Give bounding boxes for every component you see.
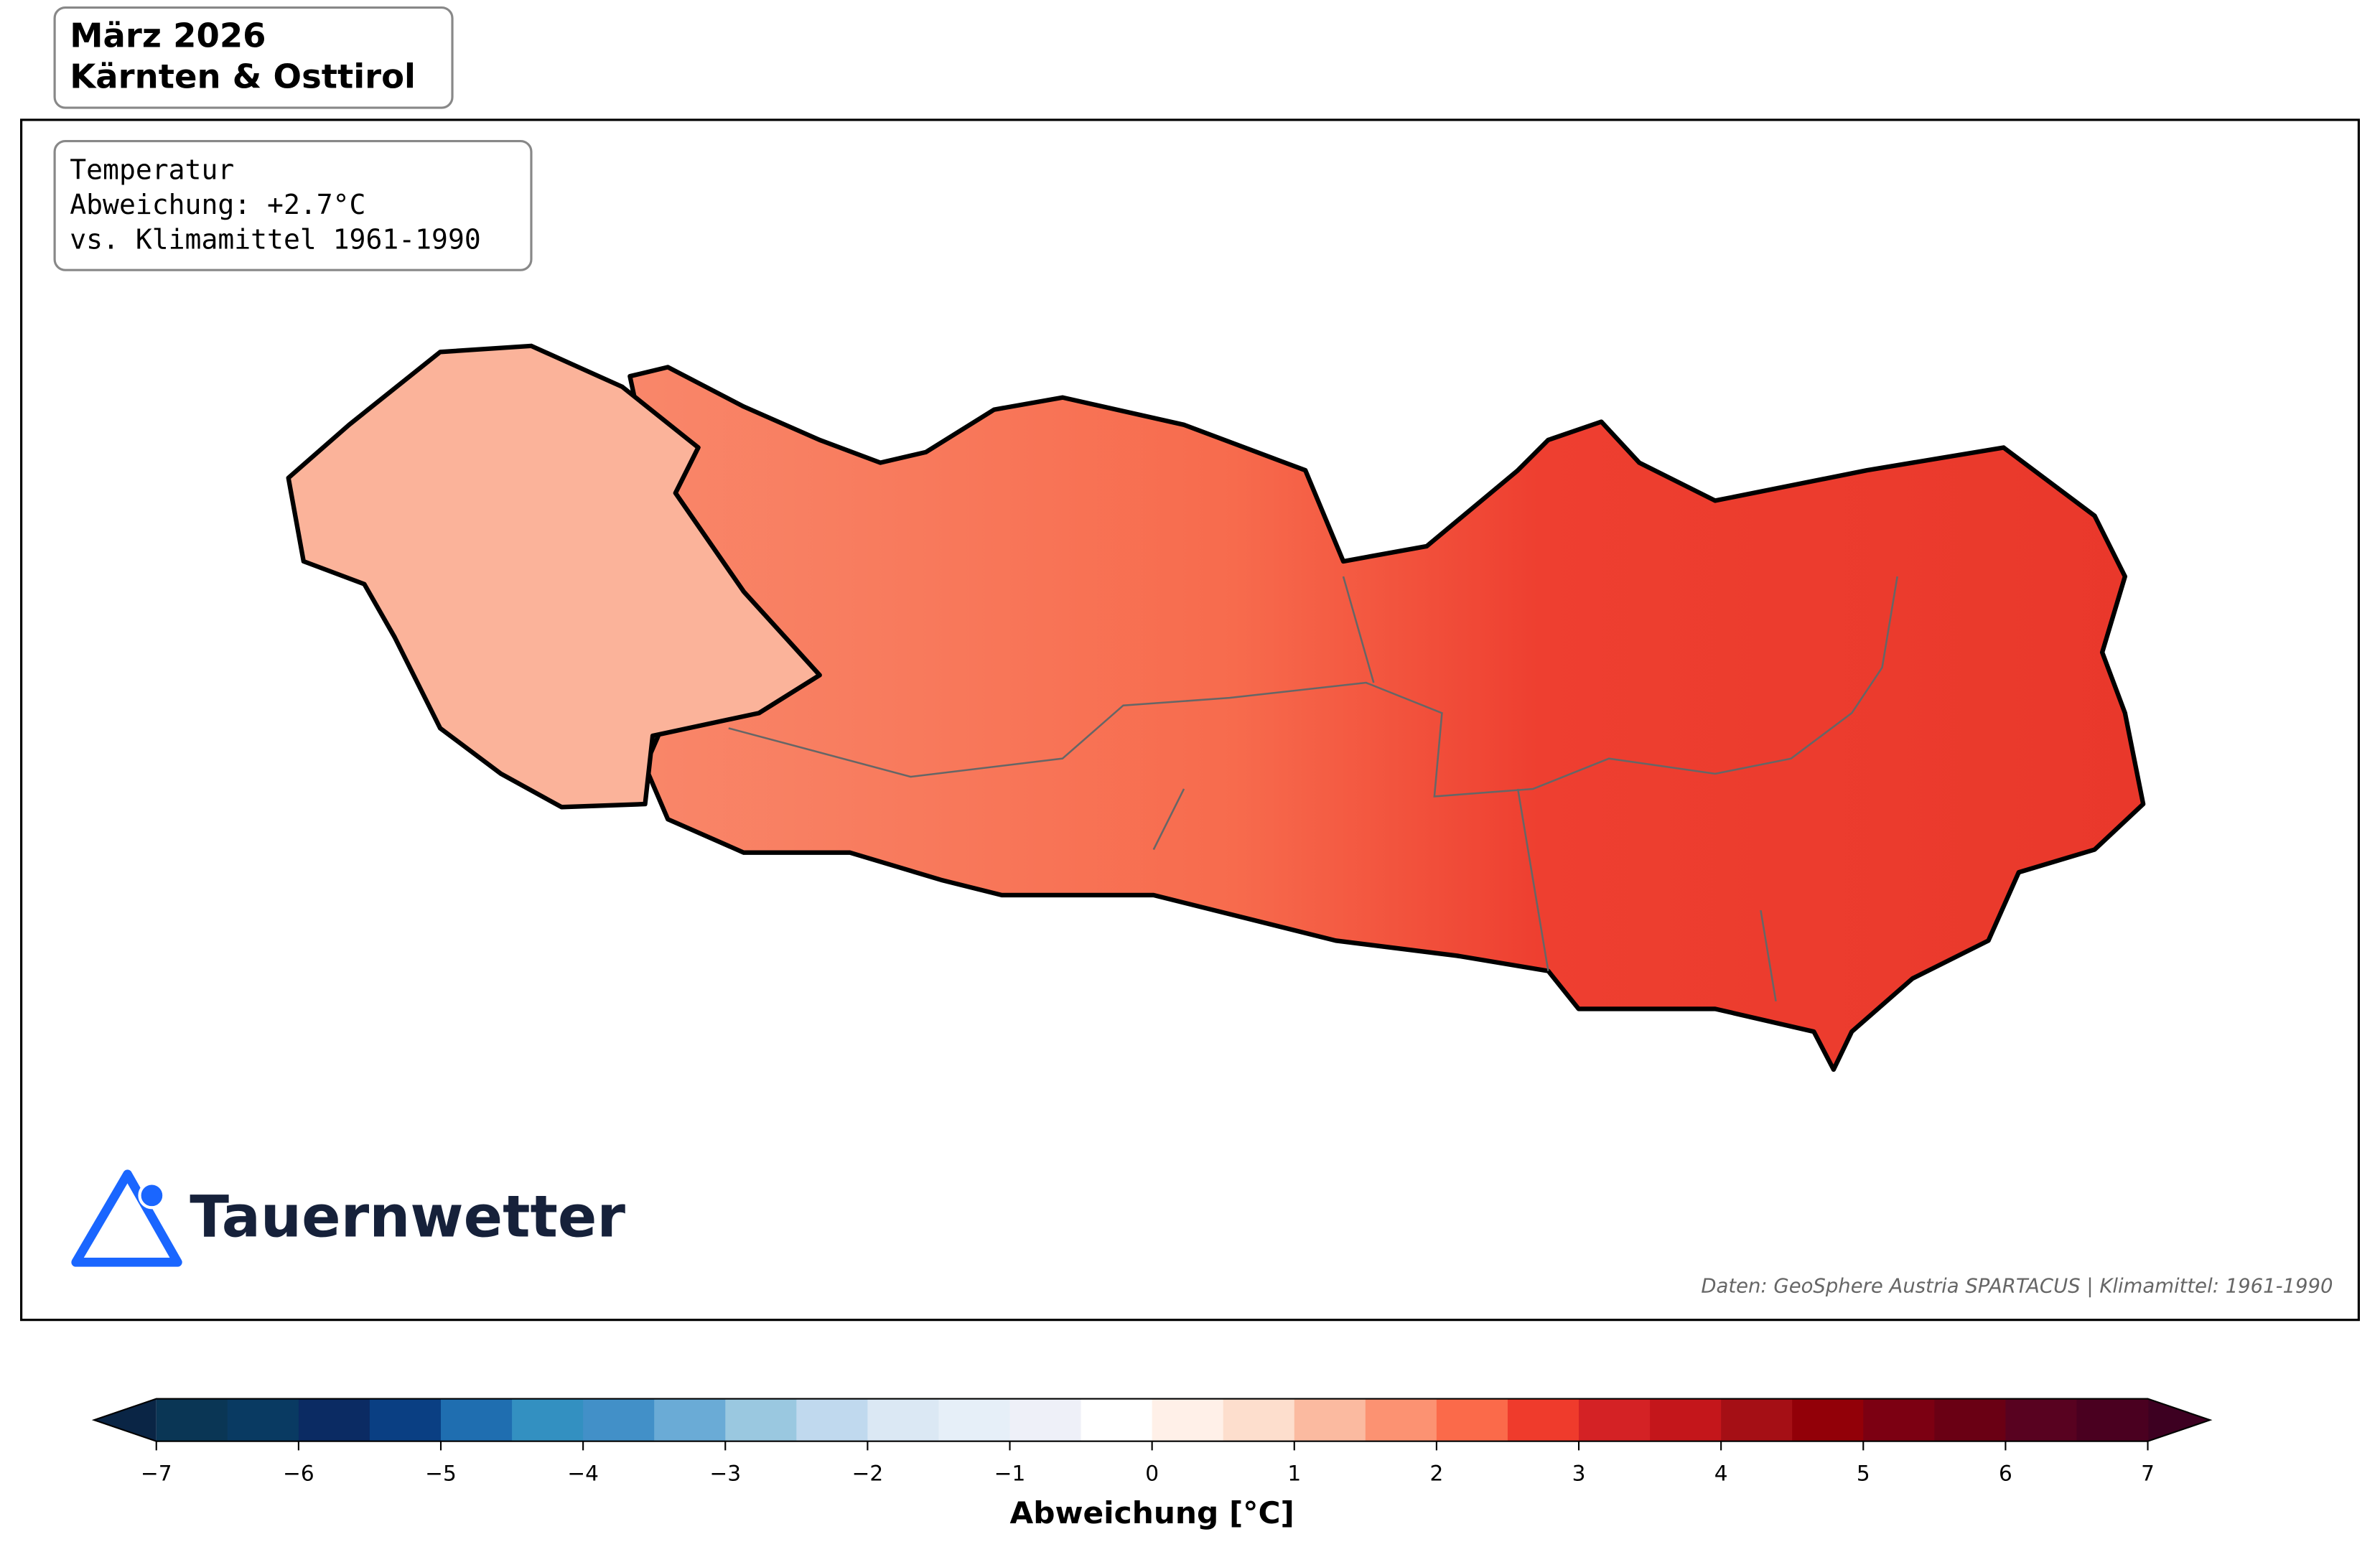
colorbar: −7 −6 −5 −4 −3 −2 −1 0 1 2 3 4 5 6 7 Abweichung [°C] (91, 1398, 2213, 1530)
title-line: März 2026 (70, 17, 266, 55)
x-tick-label: 4 (1714, 1462, 1728, 1486)
logo-icon (71, 1169, 182, 1267)
colorbar-bin (156, 1398, 228, 1441)
colorbar-bin (441, 1398, 513, 1441)
colorbar-bin (2076, 1398, 2149, 1441)
x-tick-label: −6 (283, 1462, 314, 1486)
x-tick-label: 1 (1287, 1462, 1301, 1486)
title-line: Kärnten & Osttirol (70, 57, 416, 96)
x-tick-label: 7 (2141, 1462, 2155, 1486)
info-line: Temperatur (70, 154, 234, 185)
x-axis-label: Abweichung [°C] (1009, 1495, 1294, 1530)
header-box (53, 6, 454, 109)
x-tick-label: −3 (709, 1462, 741, 1486)
colorbar-bin (1436, 1398, 1508, 1441)
x-tick-label: −5 (425, 1462, 457, 1486)
colorbar-bin (1152, 1398, 1224, 1441)
region-osttirol (286, 343, 822, 810)
colorbar-bin (725, 1398, 798, 1441)
colorbar-bin (654, 1398, 727, 1441)
district-border (728, 576, 1898, 1002)
logo-dot (138, 1182, 166, 1210)
colorbar-bin (583, 1398, 655, 1441)
x-tick-label: 2 (1429, 1462, 1443, 1486)
colorbar-bin (1365, 1398, 1437, 1441)
colorbar-under (94, 1398, 157, 1441)
info-line: vs. Klimamittel 1961-1990 (70, 224, 481, 256)
info-line: Abweichung: +2.7°C (70, 189, 365, 220)
colorbar-bin (1721, 1398, 1793, 1441)
x-tick-label: 3 (1572, 1462, 1586, 1486)
colorbar-bin (512, 1398, 584, 1441)
colorbar-bin (2005, 1398, 2078, 1441)
colorbar-bin (369, 1398, 442, 1441)
x-tick-label: −1 (994, 1462, 1026, 1486)
x-tick-label: −7 (141, 1462, 172, 1486)
colorbar-bin (227, 1398, 299, 1441)
colorbar-bin (867, 1398, 940, 1441)
x-tick-label: −4 (567, 1462, 599, 1486)
colorbar-bin (298, 1398, 370, 1441)
colorbar-bin (1009, 1398, 1082, 1441)
x-tick-label: 6 (1999, 1462, 2012, 1486)
x-tick-label: 0 (1145, 1462, 1159, 1486)
colorbar-bin (1792, 1398, 1865, 1441)
region-kaernten (627, 365, 2146, 1072)
x-tick-label: −2 (852, 1462, 884, 1486)
logo-text: Tauernwetter (190, 1182, 625, 1250)
colorbar-bin (1223, 1398, 1295, 1441)
colorbar-bin (1081, 1398, 1153, 1441)
info-box (53, 139, 533, 271)
colorbar-bin (796, 1398, 869, 1441)
colorbar-bin (1294, 1398, 1366, 1441)
colorbar-over (2147, 1398, 2211, 1441)
colorbar-bin (1579, 1398, 1651, 1441)
source-note: Daten: GeoSphere Austria SPARTACUS | Kli… (1701, 1276, 2333, 1298)
colorbar-bin (938, 1398, 1011, 1441)
colorbar-bin (1863, 1398, 1936, 1441)
x-tick-label: 5 (1857, 1462, 1870, 1486)
colorbar-bin (1650, 1398, 1722, 1441)
colorbar-bin (1507, 1398, 1579, 1441)
colorbar-bin (1934, 1398, 2007, 1441)
